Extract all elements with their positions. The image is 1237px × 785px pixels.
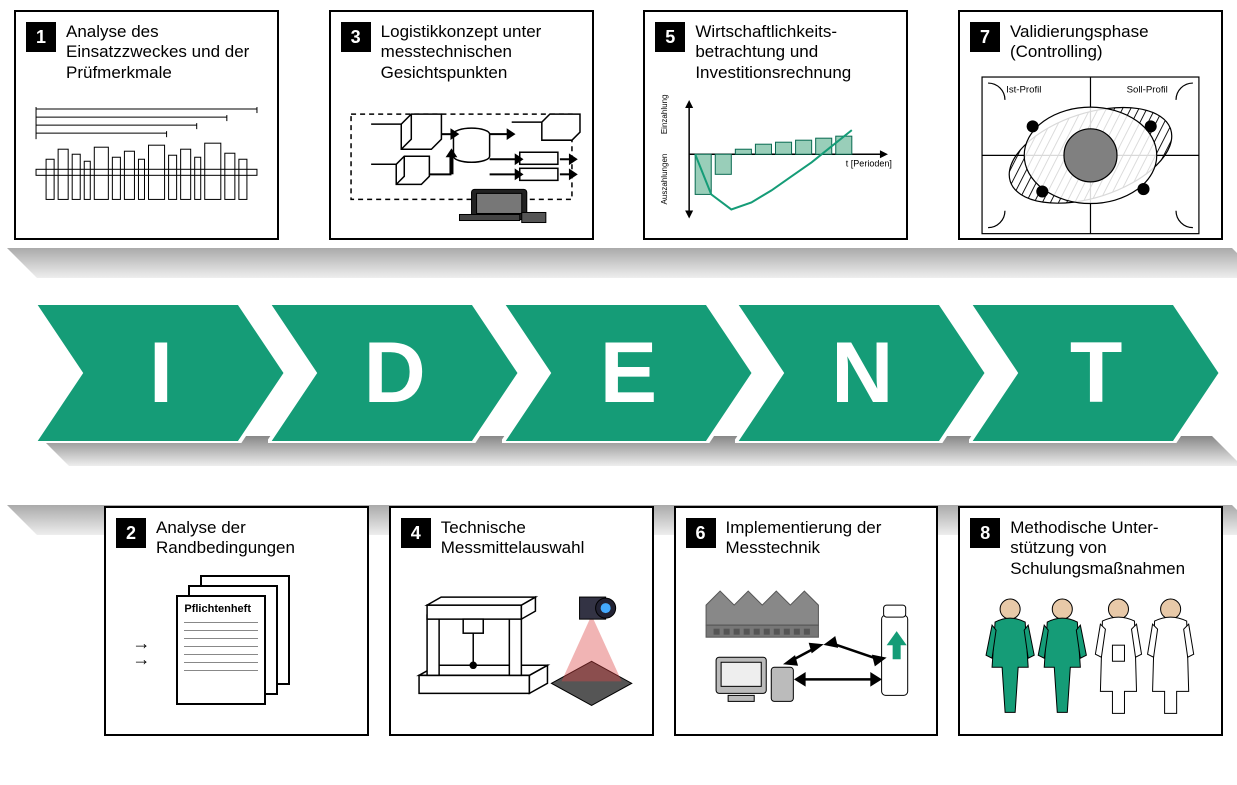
svg-text:t [Perioden]: t [Perioden] bbox=[846, 159, 892, 169]
illus-training bbox=[970, 587, 1211, 727]
step-title-1: Analyse des Einsatzzweckes und der Prüfm… bbox=[66, 22, 267, 83]
illus-cmm bbox=[401, 567, 642, 724]
chevron-letter-N: N bbox=[735, 303, 989, 443]
chevron-row: I D E N T bbox=[34, 298, 1203, 448]
training-icon bbox=[970, 587, 1211, 727]
step-title-2: Analyse der Randbedingungen bbox=[156, 518, 357, 559]
step-title-7: Validierungsphase (Controlling) bbox=[1010, 22, 1211, 63]
chevron-letter-T: T bbox=[969, 303, 1223, 443]
step-6: 6 Implementierung der Messtechnik bbox=[674, 506, 939, 736]
step-number-7: 7 bbox=[970, 22, 1000, 52]
chevron-T: T bbox=[969, 303, 1223, 443]
step-number-1: 1 bbox=[26, 22, 56, 52]
svg-text:Einzahlungen: Einzahlungen bbox=[660, 94, 669, 134]
step-number-3: 3 bbox=[341, 22, 371, 52]
step-number-2: 2 bbox=[116, 518, 146, 548]
step-title-5: Wirtschaftlichkeits-betrachtung und Inve… bbox=[695, 22, 896, 83]
top-row-shadow bbox=[7, 248, 1237, 278]
svg-text:Ist-Profil: Ist-Profil bbox=[1006, 84, 1041, 95]
step-4: 4 Technische Messmittelauswahl bbox=[389, 506, 654, 736]
investment-chart-icon: Einzahlungen Auszahlungen t [Perioden] bbox=[655, 94, 896, 225]
step-title-3: Logistikkonzept unter messtechnischen Ge… bbox=[381, 22, 582, 83]
illus-logistics bbox=[341, 91, 582, 228]
step-number-4: 4 bbox=[401, 518, 431, 548]
illus-tech-drawing bbox=[26, 91, 267, 228]
doc-stack-icon: Pflichtenheft →→ bbox=[166, 575, 306, 715]
doc-label: Pflichtenheft bbox=[184, 603, 258, 615]
target-icon: Ist-Profil Soll-Profil bbox=[970, 71, 1211, 240]
cmm-icon bbox=[401, 575, 642, 715]
illus-target: Ist-Profil Soll-Profil bbox=[970, 71, 1211, 240]
diagram-root: 1 Analyse des Einsatzzweckes und der Prü… bbox=[0, 0, 1237, 785]
step-2: 2 Analyse der Randbedingungen Pflichtenh… bbox=[104, 506, 369, 736]
step-number-5: 5 bbox=[655, 22, 685, 52]
chevron-E: E bbox=[502, 303, 756, 443]
svg-text:Auszahlungen: Auszahlungen bbox=[660, 154, 669, 205]
step-title-4: Technische Messmittelauswahl bbox=[441, 518, 642, 559]
svg-text:Soll-Profil: Soll-Profil bbox=[1127, 84, 1168, 95]
tech-drawing-icon bbox=[26, 99, 267, 220]
logistics-icon bbox=[341, 94, 582, 225]
illus-invest-chart: Einzahlungen Auszahlungen t [Perioden] bbox=[655, 91, 896, 228]
chevron-I: I bbox=[34, 303, 288, 443]
step-3: 3 Logistikkonzept unter messtechnischen … bbox=[329, 10, 594, 240]
bottom-row: 2 Analyse der Randbedingungen Pflichtenh… bbox=[104, 506, 1223, 736]
step-1: 1 Analyse des Einsatzzweckes und der Prü… bbox=[14, 10, 279, 240]
input-arrows-icon: →→ bbox=[132, 635, 150, 667]
chevron-band: I D E N T bbox=[14, 298, 1223, 448]
step-8: 8 Methodische Unter-stützung von Schulun… bbox=[958, 506, 1223, 736]
chevron-letter-E: E bbox=[502, 303, 756, 443]
step-7: 7 Validierungsphase (Controlling) Ist-Pr… bbox=[958, 10, 1223, 240]
chevron-N: N bbox=[735, 303, 989, 443]
implementation-icon bbox=[686, 575, 927, 715]
step-number-8: 8 bbox=[970, 518, 1000, 548]
chevron-D: D bbox=[268, 303, 522, 443]
illus-implementation bbox=[686, 567, 927, 724]
step-number-6: 6 bbox=[686, 518, 716, 548]
chevron-letter-D: D bbox=[268, 303, 522, 443]
chevron-letter-I: I bbox=[34, 303, 288, 443]
top-row: 1 Analyse des Einsatzzweckes und der Prü… bbox=[14, 10, 1223, 240]
step-title-6: Implementierung der Messtechnik bbox=[726, 518, 927, 559]
step-5: 5 Wirtschaftlichkeits-betrachtung und In… bbox=[643, 10, 908, 240]
step-title-8: Methodische Unter-stützung von Schulungs… bbox=[1010, 518, 1211, 579]
illus-requirements: Pflichtenheft →→ bbox=[116, 567, 357, 724]
